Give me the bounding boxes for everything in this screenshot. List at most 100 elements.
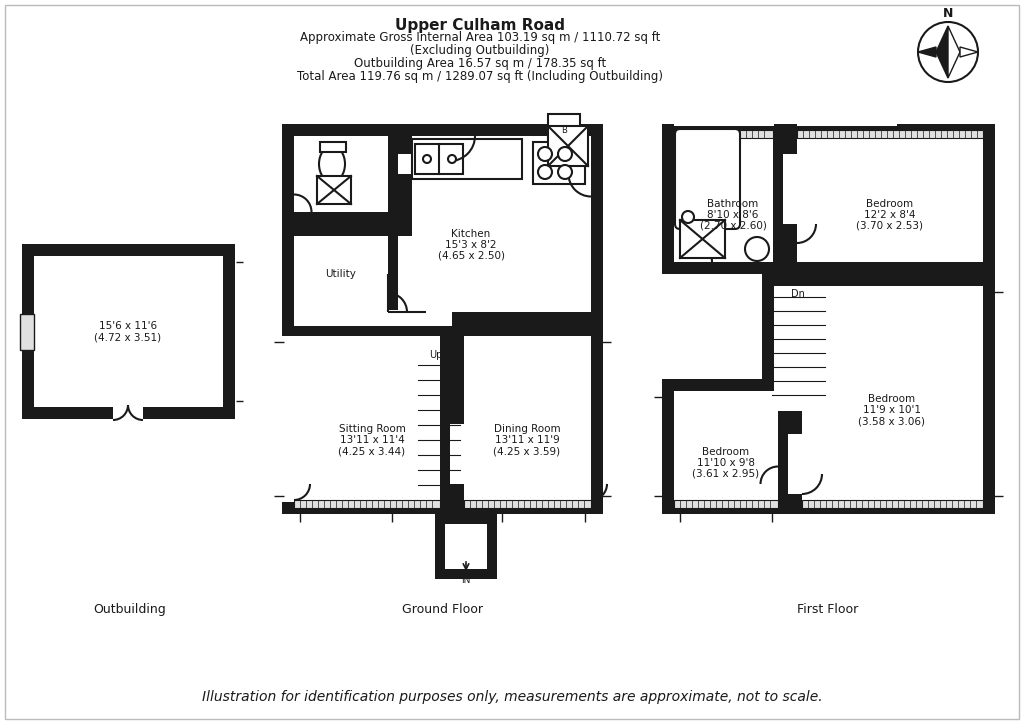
Text: Dn: Dn — [792, 289, 805, 299]
Text: Sitting Room: Sitting Room — [339, 424, 406, 434]
Text: Dining Room: Dining Room — [494, 424, 560, 434]
Bar — [662, 124, 785, 274]
Bar — [534, 142, 585, 184]
Bar — [774, 286, 823, 397]
Bar — [412, 136, 591, 312]
Bar — [282, 224, 400, 324]
Circle shape — [423, 155, 431, 163]
Bar — [408, 489, 460, 499]
Text: Bedroom: Bedroom — [868, 394, 915, 404]
Text: (4.72 x 3.51): (4.72 x 3.51) — [94, 332, 162, 342]
Bar — [802, 286, 983, 502]
Bar — [445, 524, 487, 569]
Bar — [797, 136, 983, 262]
Bar — [797, 130, 983, 138]
Text: 11'9 x 10'1: 11'9 x 10'1 — [863, 405, 921, 415]
Circle shape — [449, 155, 456, 163]
Text: 12'2 x 8'4: 12'2 x 8'4 — [864, 210, 915, 220]
Bar — [317, 176, 351, 204]
Bar — [450, 424, 466, 484]
Text: Up: Up — [429, 350, 442, 360]
Bar — [294, 336, 440, 502]
Text: 15'6 x 11'6: 15'6 x 11'6 — [99, 321, 157, 331]
Text: N: N — [943, 7, 953, 20]
Polygon shape — [948, 26, 961, 78]
Text: Bedroom: Bedroom — [702, 447, 750, 457]
Bar — [294, 136, 388, 212]
Bar — [400, 124, 603, 324]
Bar — [452, 324, 603, 514]
Circle shape — [538, 165, 552, 179]
Bar — [294, 236, 388, 312]
Bar — [548, 126, 588, 166]
Bar — [797, 110, 897, 126]
Text: (4.25 x 3.59): (4.25 x 3.59) — [494, 446, 560, 456]
Text: (2.70 x 2.60): (2.70 x 2.60) — [699, 221, 766, 231]
Text: (4.25 x 3.44): (4.25 x 3.44) — [339, 446, 406, 456]
Text: 15'3 x 8'2: 15'3 x 8'2 — [445, 240, 497, 250]
Circle shape — [558, 147, 572, 161]
Bar — [464, 500, 591, 508]
Bar — [415, 144, 463, 174]
Text: First Floor: First Floor — [798, 603, 859, 616]
Ellipse shape — [319, 146, 345, 182]
Bar — [790, 274, 995, 514]
Bar — [113, 405, 143, 421]
Bar — [785, 124, 995, 274]
Text: (3.61 x 2.95): (3.61 x 2.95) — [692, 469, 760, 479]
Bar — [674, 136, 773, 262]
Bar — [294, 500, 440, 508]
Circle shape — [682, 211, 694, 223]
Text: Ground Floor: Ground Floor — [401, 603, 482, 616]
Text: Outbuilding: Outbuilding — [93, 603, 166, 616]
Text: Bathroom: Bathroom — [708, 199, 759, 209]
Bar — [398, 154, 414, 174]
Bar — [674, 130, 773, 138]
Text: Bedroom: Bedroom — [866, 199, 913, 209]
Bar — [294, 310, 440, 326]
Bar — [662, 379, 790, 514]
Bar — [398, 236, 414, 312]
Bar — [294, 310, 388, 326]
Bar — [548, 114, 580, 138]
Text: Illustration for identification purposes only, measurements are approximate, not: Illustration for identification purposes… — [202, 690, 822, 704]
Bar — [788, 434, 804, 494]
Bar — [408, 334, 418, 499]
Bar — [674, 500, 778, 508]
Text: B: B — [561, 126, 567, 135]
Bar — [674, 110, 774, 126]
Circle shape — [538, 147, 552, 161]
Bar — [20, 314, 34, 350]
Bar — [674, 391, 778, 502]
Bar — [280, 336, 296, 502]
Bar — [282, 324, 452, 514]
Bar — [680, 220, 725, 258]
Bar — [319, 142, 346, 152]
Text: (3.70 x 2.53): (3.70 x 2.53) — [856, 221, 924, 231]
Bar — [774, 395, 823, 411]
Text: Total Area 119.76 sq m / 1289.07 sq ft (Including Outbuilding): Total Area 119.76 sq m / 1289.07 sq ft (… — [297, 70, 663, 83]
Polygon shape — [961, 47, 978, 57]
Text: Kitchen: Kitchen — [452, 229, 490, 239]
Circle shape — [745, 237, 769, 261]
Circle shape — [558, 165, 572, 179]
Text: IN: IN — [462, 576, 471, 585]
Text: Utility: Utility — [326, 269, 356, 279]
Text: (4.65 x 2.50): (4.65 x 2.50) — [437, 251, 505, 261]
Polygon shape — [918, 47, 936, 57]
Circle shape — [918, 22, 978, 82]
Bar — [408, 334, 460, 344]
Text: 13'11 x 11'9: 13'11 x 11'9 — [495, 435, 559, 445]
Text: 8'10 x 8'6: 8'10 x 8'6 — [708, 210, 759, 220]
Bar — [412, 139, 522, 179]
Bar — [762, 274, 835, 409]
Text: (3.58 x 3.06): (3.58 x 3.06) — [858, 416, 926, 426]
Text: 13'11 x 11'4: 13'11 x 11'4 — [340, 435, 404, 445]
Polygon shape — [936, 26, 948, 78]
Bar — [783, 154, 799, 224]
Text: Approximate Gross Internal Area 103.19 sq m / 1110.72 sq ft: Approximate Gross Internal Area 103.19 s… — [300, 31, 660, 44]
Bar — [22, 244, 234, 419]
Text: Upper Culham Road: Upper Culham Road — [395, 18, 565, 33]
Bar — [34, 256, 223, 407]
Text: Outbuilding Area 16.57 sq m / 178.35 sq ft: Outbuilding Area 16.57 sq m / 178.35 sq … — [354, 57, 606, 70]
